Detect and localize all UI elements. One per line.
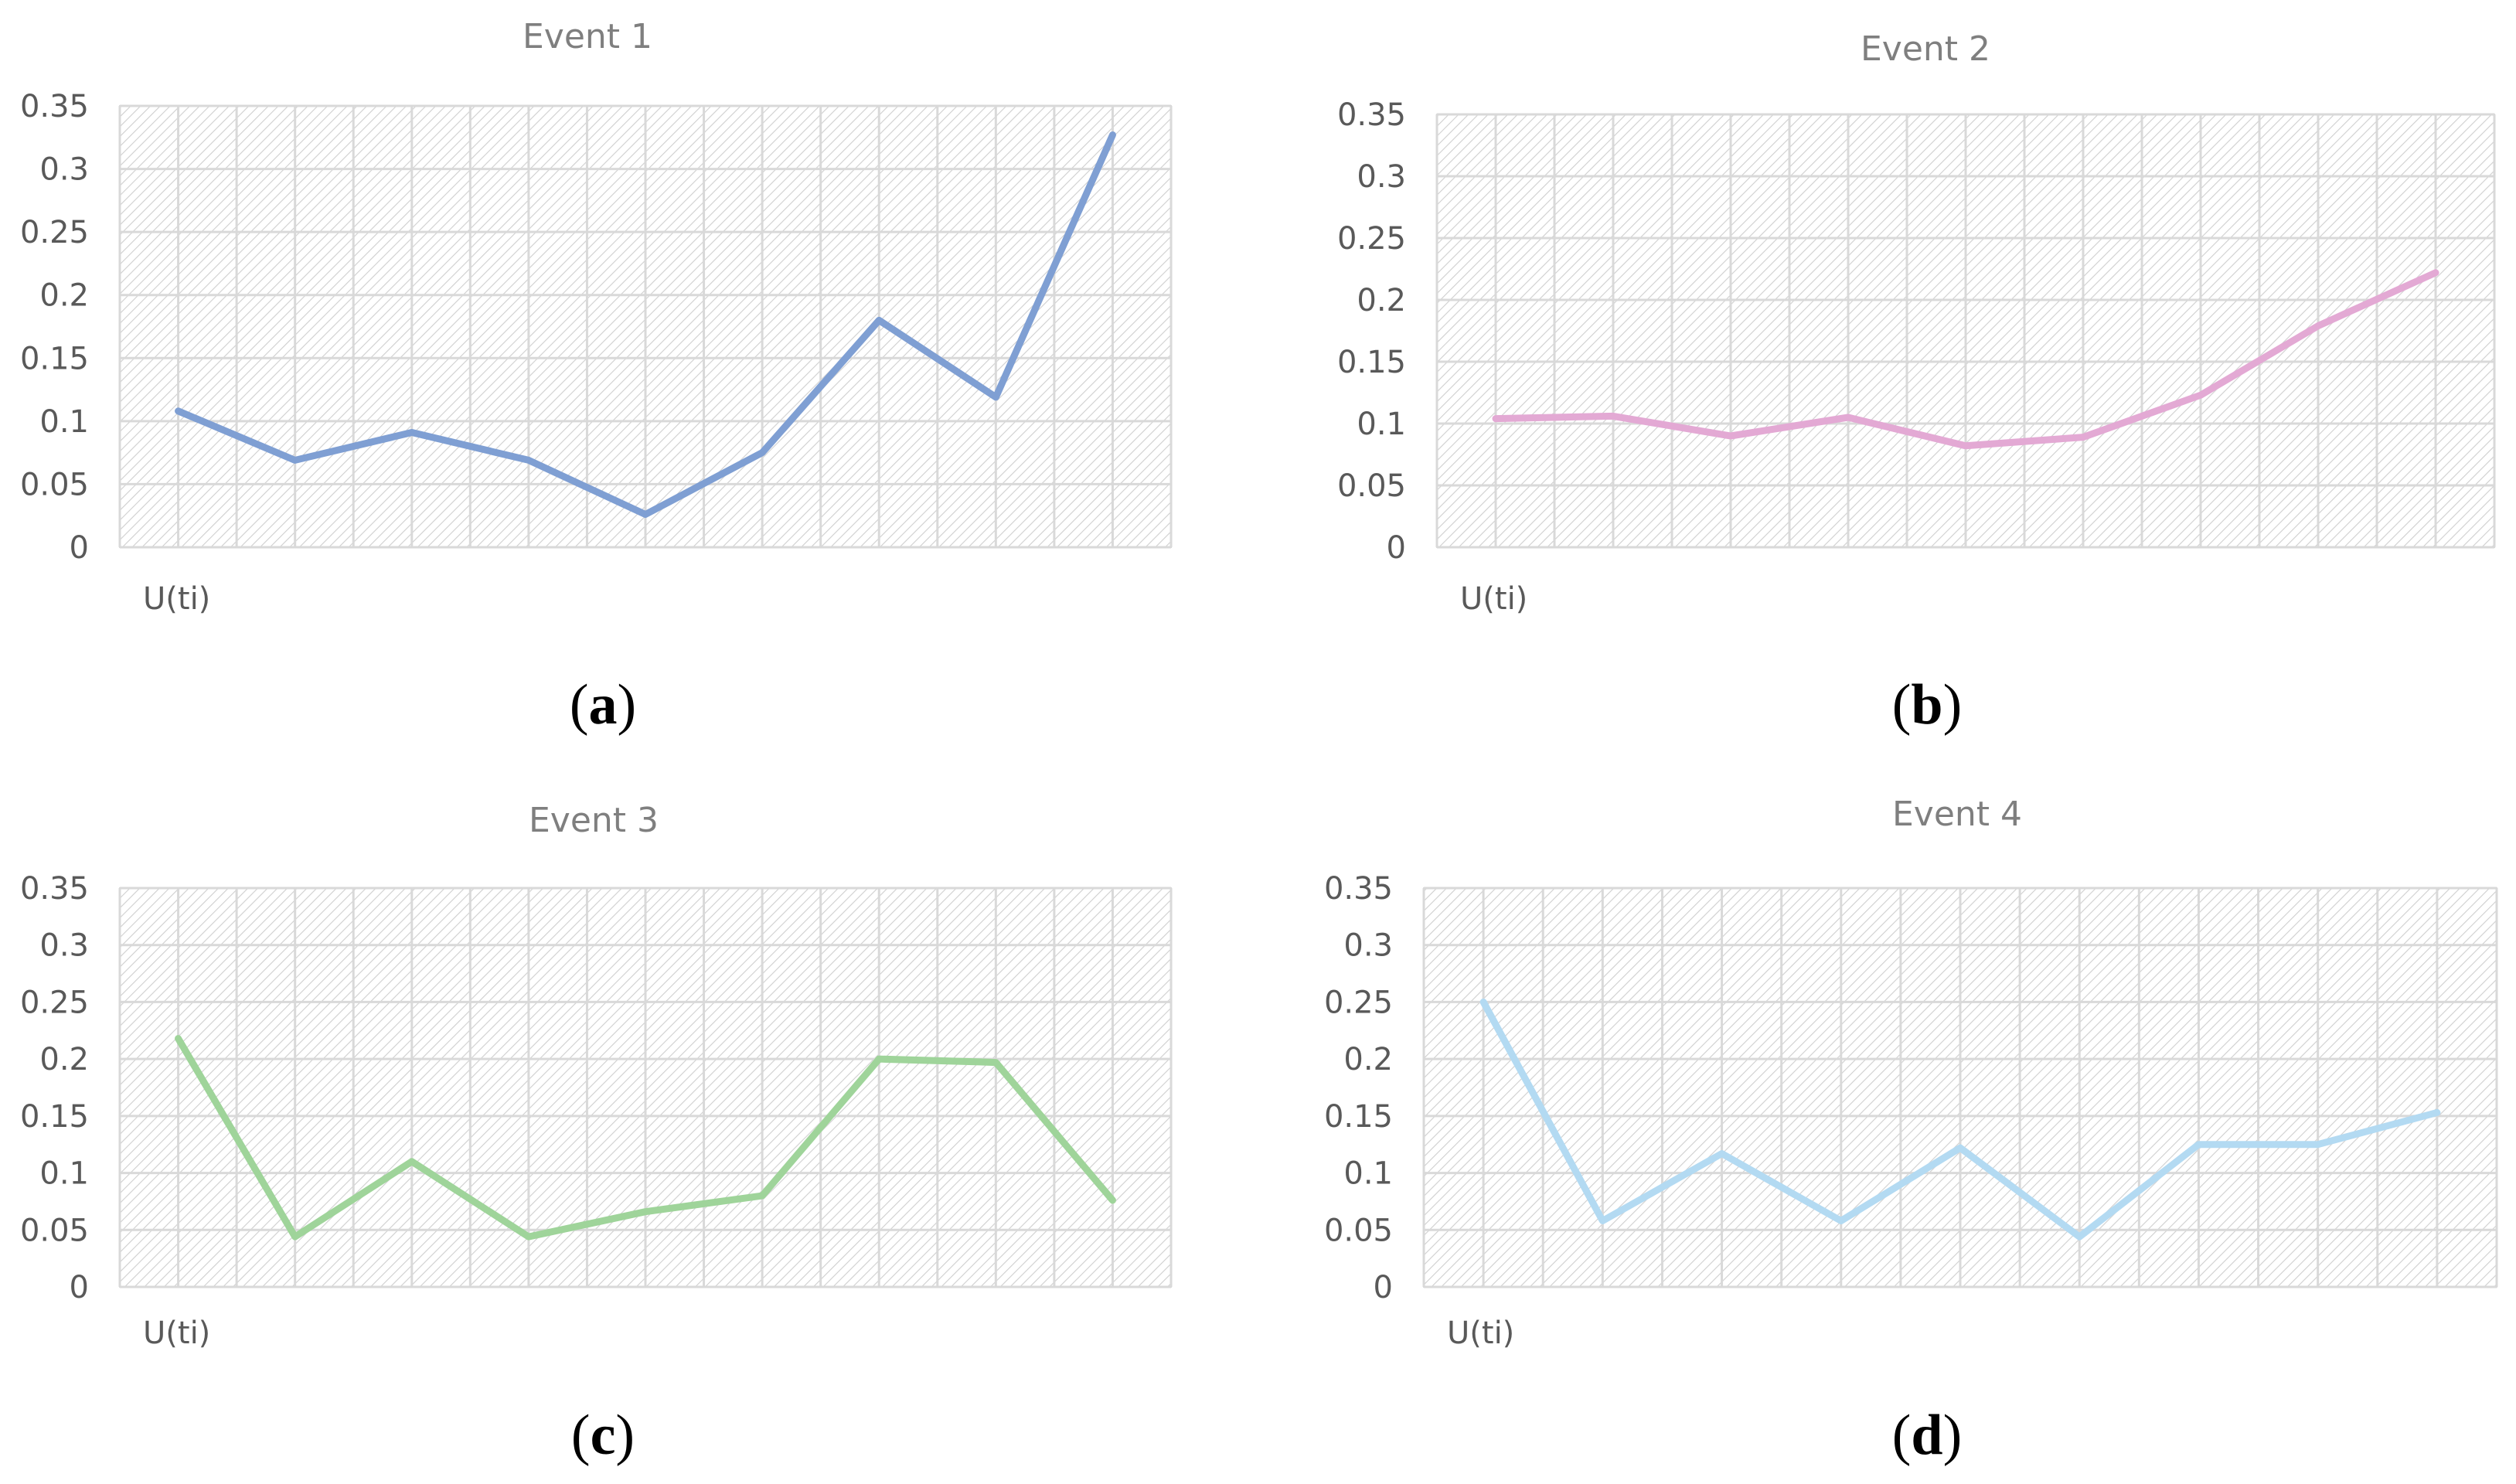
data-point: [410, 1159, 414, 1163]
data-point: [1111, 133, 1115, 137]
data-point: [1839, 1219, 1843, 1223]
data-point: [2434, 271, 2437, 274]
y-tick-label: 0.35: [1324, 871, 1393, 907]
panel-letter: a: [588, 673, 618, 737]
y-tick-label: 0: [70, 1270, 89, 1305]
x-axis-label: U(ti): [1460, 581, 1527, 617]
data-point: [1720, 1152, 1724, 1156]
y-tick-label: 0.15: [20, 341, 89, 376]
chart-title: Event 2: [1861, 29, 1990, 69]
data-point: [526, 1235, 530, 1239]
data-point: [1482, 1000, 1486, 1004]
data-point: [1959, 1146, 1962, 1150]
chart-title: Event 4: [1892, 795, 2022, 834]
y-tick-label: 0.1: [39, 1156, 89, 1192]
data-point: [1601, 1219, 1605, 1223]
y-tick-label: 0.35: [1337, 97, 1406, 133]
panel-letter: b: [1911, 673, 1943, 737]
y-tick-label: 0.1: [39, 404, 89, 440]
y-tick-label: 0: [1374, 1270, 1393, 1305]
chart-svg-c: Event 3 U(ti) 0 0.05 0.1 0.15 0.2 0.25 0.3 0.35: [20, 801, 1173, 1351]
y-tick-label: 0.2: [39, 1042, 89, 1077]
data-point: [644, 1210, 647, 1213]
y-tick-label: 0: [1387, 530, 1406, 566]
y-tick-label: 0.3: [1343, 928, 1393, 964]
panel-caption: (c): [570, 1404, 635, 1467]
data-point: [877, 1057, 881, 1061]
data-point: [1964, 444, 1967, 448]
data-point: [994, 395, 998, 399]
data-point: [1847, 416, 1850, 419]
y-tick-label: 0.3: [39, 928, 89, 964]
y-tick-label: 0.3: [1357, 159, 1406, 195]
chart-svg-d: Event 4 U(ti) 0 0.05 0.1 0.15 0.2 0.25 0.3 0.35: [1324, 795, 2498, 1351]
x-axis-label: U(ti): [143, 581, 210, 617]
y-tick-label: 0.35: [20, 871, 89, 907]
data-point: [1612, 414, 1615, 418]
data-point: [1111, 1198, 1115, 1202]
y-tick-label: 0.35: [20, 89, 89, 124]
data-point: [176, 1036, 180, 1040]
y-tick-label: 0.15: [1324, 1099, 1393, 1135]
data-point: [644, 512, 647, 516]
data-point: [2199, 393, 2202, 397]
chart-panel-d: Event 4 U(ti) 0 0.05 0.1 0.15 0.2 0.25 0.3 0.35…: [1258, 742, 2515, 1484]
data-point: [1494, 417, 1497, 420]
data-point: [526, 458, 530, 462]
chart-panel-b: Event 2 U(ti) 0 0.05 0.1 0.15 0.2 0.25 0.3 0.35…: [1258, 0, 2515, 742]
y-tick-label: 0.2: [1343, 1042, 1393, 1077]
data-point: [761, 1194, 764, 1198]
y-tick-label: 0.05: [20, 1213, 89, 1248]
chart-panel-a: Event 1 U(ti) 0 0.05 0.1 0.15 0.2 0.25 0.3 0.35…: [0, 0, 1258, 742]
y-tick-label: 0: [70, 530, 89, 566]
data-point: [176, 409, 180, 413]
panel-caption: (b): [1891, 673, 1963, 737]
chart-title: Event 3: [529, 801, 659, 840]
panel-caption: (a): [569, 673, 637, 737]
data-point: [293, 458, 297, 462]
data-point: [1729, 434, 1732, 437]
data-point: [2316, 1142, 2320, 1146]
x-axis-label: U(ti): [1447, 1316, 1514, 1351]
data-point: [877, 318, 881, 322]
panel-letter: d: [1911, 1404, 1943, 1467]
x-axis-label: U(ti): [143, 1316, 210, 1351]
y-tick-label: 0.3: [39, 152, 89, 188]
data-point: [994, 1060, 998, 1064]
panel-letter: c: [590, 1404, 616, 1467]
y-tick-label: 0.25: [20, 985, 89, 1020]
data-point: [2435, 1111, 2439, 1115]
y-tick-label: 0.1: [1357, 407, 1406, 442]
y-tick-label: 0.05: [1337, 468, 1406, 504]
chart-svg-a: Event 1 U(ti) 0 0.05 0.1 0.15 0.2 0.25 0.3 0.35: [20, 17, 1173, 617]
data-point: [761, 451, 764, 454]
chart-title: Event 1: [523, 17, 652, 56]
data-point: [2082, 435, 2085, 439]
data-point: [293, 1235, 297, 1239]
y-tick-label: 0.2: [1357, 283, 1406, 318]
y-tick-label: 0.15: [1337, 345, 1406, 380]
y-tick-label: 0.2: [39, 278, 89, 314]
y-tick-label: 0.25: [20, 215, 89, 250]
data-point: [2317, 324, 2320, 328]
y-tick-label: 0.25: [1324, 985, 1393, 1020]
y-tick-label: 0.15: [20, 1099, 89, 1135]
y-tick-label: 0.25: [1337, 221, 1406, 257]
data-point: [2197, 1142, 2201, 1146]
data-point: [410, 431, 414, 434]
data-point: [2078, 1235, 2082, 1239]
chart-panel-c: Event 3 U(ti) 0 0.05 0.1 0.15 0.2 0.25 0.3 0.35…: [0, 742, 1258, 1484]
panel-caption: (d): [1891, 1404, 1963, 1467]
y-tick-label: 0.1: [1343, 1156, 1393, 1192]
y-tick-label: 0.05: [20, 467, 89, 502]
chart-svg-b: Event 2 U(ti) 0 0.05 0.1 0.15 0.2 0.25 0.3 0.35: [1337, 29, 2496, 617]
y-tick-label: 0.05: [1324, 1213, 1393, 1248]
